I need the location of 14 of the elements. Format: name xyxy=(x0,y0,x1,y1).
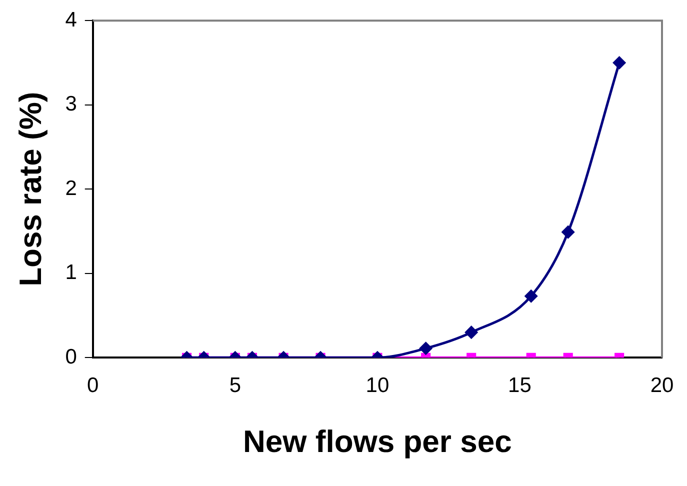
y-tick-label: 1 xyxy=(65,261,77,284)
point xyxy=(562,226,574,238)
x-tick-label: 0 xyxy=(87,374,99,397)
y-tick-label: 2 xyxy=(65,176,77,200)
x-tick-label: 5 xyxy=(229,374,242,397)
x-tick-label: 20 xyxy=(650,374,674,397)
y-axis-title: Loss rate (%) xyxy=(13,92,48,286)
x-tick-label: 15 xyxy=(508,374,532,397)
y-tick-label: 4 xyxy=(65,8,78,32)
point xyxy=(613,56,626,69)
y-tick-label: 0 xyxy=(65,345,77,368)
x-axis-title: New flows per sec xyxy=(243,424,512,459)
x-tick-label: 10 xyxy=(366,374,390,397)
y-tick-label: 3 xyxy=(65,92,77,116)
